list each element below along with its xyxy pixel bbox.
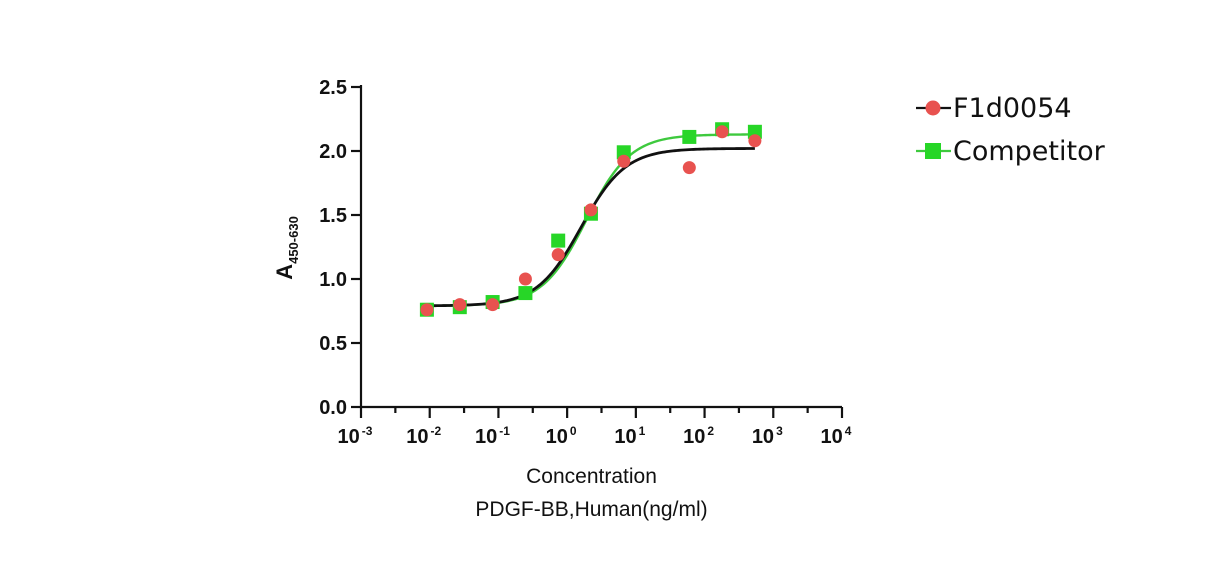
legend: F1d0054 Competitor bbox=[916, 93, 1106, 167]
data-point-f1d0054 bbox=[715, 125, 729, 139]
y-axis-label: A450-630 bbox=[272, 216, 301, 280]
data-point-competitor bbox=[682, 129, 697, 144]
y-tick-label: 2.5 bbox=[319, 77, 347, 99]
data-point-f1d0054 bbox=[453, 298, 467, 312]
x-tick-label: 10 2 bbox=[683, 424, 714, 448]
data-point-f1d0054 bbox=[420, 303, 434, 317]
legend-label: F1d0054 bbox=[953, 93, 1072, 124]
legend-marker bbox=[925, 143, 941, 159]
axis-labels: Concentration PDGF-BB,Human(ng/ml) A450-63… bbox=[272, 216, 708, 521]
legend-label: Competitor bbox=[953, 136, 1106, 167]
y-tick-label: 0.5 bbox=[319, 333, 347, 355]
x-tick-label: 10 0 bbox=[546, 424, 577, 448]
y-tick-label: 1.5 bbox=[319, 205, 347, 227]
x-axis-sublabel: PDGF-BB,Human(ng/ml) bbox=[475, 498, 707, 521]
x-axis-label: Concentration bbox=[526, 465, 657, 488]
data-point-f1d0054 bbox=[748, 134, 762, 148]
axes: 0.0 0.5 1.0 1.5 2.0 2.5 10 -3 10 -2 10 -1 10 0 10 1 10 2 1… bbox=[319, 77, 852, 448]
data-point-f1d0054 bbox=[584, 203, 598, 217]
data-point-f1d0054 bbox=[682, 161, 696, 175]
x-tick-label: 10 1 bbox=[614, 424, 645, 448]
data-point-f1d0054 bbox=[486, 298, 500, 312]
fit-curve-f1d0054 bbox=[426, 147, 755, 308]
x-tick-label: 10 3 bbox=[752, 424, 783, 448]
data-points bbox=[419, 122, 762, 317]
y-tick-label: 0.0 bbox=[319, 397, 347, 419]
data-point-competitor bbox=[518, 286, 533, 301]
legend-item-f1d0054: F1d0054 bbox=[916, 93, 1072, 124]
data-point-competitor bbox=[551, 233, 566, 248]
y-tick-label: 1.0 bbox=[319, 269, 347, 291]
y-tick-label: 2.0 bbox=[319, 141, 347, 163]
x-tick-label: 10 -2 bbox=[406, 424, 441, 448]
x-tick-label: 10 4 bbox=[821, 424, 852, 448]
x-tick-label: 10 -1 bbox=[475, 424, 510, 448]
data-point-f1d0054 bbox=[551, 248, 565, 262]
x-tick-label: 10 -3 bbox=[338, 424, 373, 448]
data-point-f1d0054 bbox=[518, 272, 532, 286]
legend-item-competitor: Competitor bbox=[916, 136, 1106, 167]
legend-marker bbox=[925, 100, 941, 116]
data-point-f1d0054 bbox=[617, 154, 631, 168]
